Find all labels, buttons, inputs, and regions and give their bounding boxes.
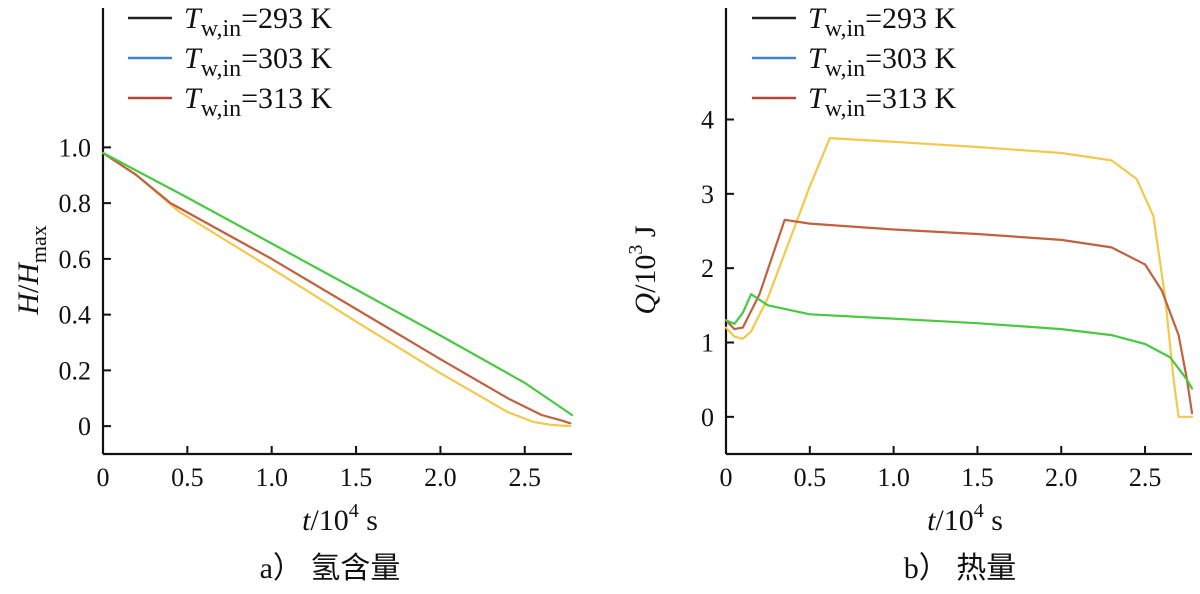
panel-caption: b） 热量 <box>904 552 1017 585</box>
x-tick-label: 1.5 <box>961 463 994 492</box>
y-tick-label: 0 <box>701 403 714 432</box>
y-tick-label: 1 <box>701 329 714 358</box>
panel-a-hydrogen-content: 0 0.5 1.0 1.5 2.0 2.5 0 0.2 0.4 0.6 0.8 1.0 Tw,in=29… <box>12 2 574 585</box>
y-tick-label: 0.8 <box>59 189 92 218</box>
y-axis-title: Q/103 J <box>625 225 662 315</box>
x-tick-label: 2.0 <box>424 463 457 492</box>
x-tick-label: 2.0 <box>1045 463 1078 492</box>
series-line-3 <box>101 151 574 417</box>
y-tick-label: 0 <box>78 412 91 441</box>
y-tick-label: 0.4 <box>59 301 92 330</box>
legend-entry: Tw,in=293 K <box>184 2 333 42</box>
legend-entry: Tw,in=313 K <box>184 82 333 122</box>
series-line-3 <box>724 293 1194 390</box>
series-line-2 <box>101 151 572 425</box>
series-line-1 <box>101 151 572 428</box>
x-tick-label: 0.5 <box>171 463 204 492</box>
x-tick-label: 2.5 <box>509 463 542 492</box>
x-tick-label: 0.5 <box>794 463 827 492</box>
series-line-2 <box>724 218 1194 415</box>
panel-caption: a） 氢含量 <box>260 552 401 585</box>
legend-entry: Tw,in=313 K <box>808 82 957 122</box>
y-tick-label: 2 <box>701 254 714 283</box>
y-axis-title: H/Hmax <box>12 225 51 316</box>
x-tick-label: 0 <box>97 463 110 492</box>
y-tick-label: 4 <box>701 106 714 135</box>
panel-b-heat: 0 0.5 1.0 1.5 2.0 2.5 0 1 2 3 4 Tw,in=293 KTw,in=30… <box>625 2 1194 585</box>
x-tick-label: 1.5 <box>340 463 373 492</box>
x-tick-label: 1.0 <box>877 463 910 492</box>
y-tick-label: 0.2 <box>59 356 92 385</box>
x-tick-label: 0 <box>720 463 733 492</box>
x-axis-title: t/104 s <box>302 500 378 537</box>
y-tick-label: 3 <box>701 180 714 209</box>
series-line-1 <box>724 137 1194 418</box>
x-tick-label: 1.0 <box>255 463 288 492</box>
x-axis-title: t/104 s <box>927 500 1003 537</box>
legend-entry: Tw,in=293 K <box>808 2 957 42</box>
y-tick-label: 1.0 <box>59 133 92 162</box>
x-tick-label: 2.5 <box>1129 463 1162 492</box>
legend-entry: Tw,in=303 K <box>808 42 957 82</box>
y-tick-label: 0.6 <box>59 245 92 274</box>
legend-entry: Tw,in=303 K <box>184 42 333 82</box>
